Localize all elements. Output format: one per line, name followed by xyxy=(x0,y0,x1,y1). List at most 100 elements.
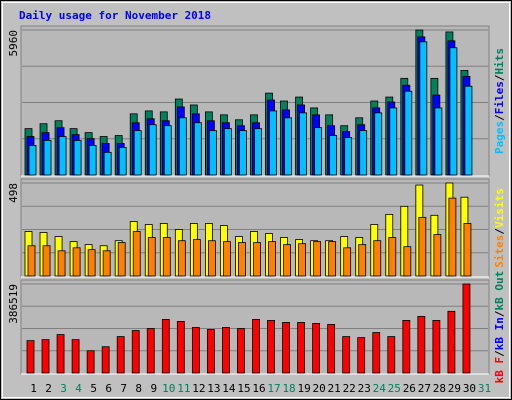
x-tick-label: 12 xyxy=(192,382,205,395)
bar xyxy=(222,327,230,374)
bar xyxy=(41,339,50,374)
legend: Sites/Visits xyxy=(493,188,506,268)
bar xyxy=(132,231,141,277)
x-tick-label: 13 xyxy=(207,382,220,395)
bar xyxy=(342,336,351,374)
bar xyxy=(447,310,456,374)
bar xyxy=(433,234,442,277)
y-tick-label: 386519 xyxy=(7,284,20,324)
bar xyxy=(299,112,307,176)
bar xyxy=(223,241,231,277)
legend-separator: / xyxy=(493,310,506,317)
bar xyxy=(27,245,36,277)
bar xyxy=(373,240,382,277)
legend-separator: / xyxy=(493,350,506,357)
bar xyxy=(328,241,337,277)
legend-separator: / xyxy=(493,228,506,235)
y-tick-label: 5960 xyxy=(7,30,20,57)
bar xyxy=(163,125,172,176)
bar xyxy=(314,127,323,176)
x-tick-label: 17 xyxy=(267,382,280,395)
bar xyxy=(269,110,277,176)
legend-separator: / xyxy=(493,74,506,81)
legend-entry: Hits xyxy=(493,48,506,75)
bar xyxy=(387,336,396,374)
x-tick-label: 23 xyxy=(358,382,371,395)
bar xyxy=(357,337,366,374)
bar xyxy=(207,240,216,277)
x-tick-label: 28 xyxy=(433,382,446,395)
bar xyxy=(72,247,81,277)
bar xyxy=(57,250,66,277)
bar xyxy=(462,283,471,374)
bar xyxy=(176,321,185,374)
x-tick-label: 21 xyxy=(328,382,341,395)
bar xyxy=(419,41,428,176)
x-tick-label: 16 xyxy=(252,382,265,395)
bar xyxy=(87,249,96,277)
legend-entry: kB F xyxy=(493,357,506,384)
bar xyxy=(404,90,413,176)
bar xyxy=(86,350,95,374)
bar xyxy=(464,85,473,176)
bar xyxy=(267,320,275,374)
legend-entry: Sites xyxy=(493,235,506,268)
x-tick-label: 20 xyxy=(313,382,326,395)
bar xyxy=(193,122,202,176)
bar xyxy=(118,146,127,176)
x-tick-label: 31 xyxy=(478,382,491,395)
bar xyxy=(42,245,51,277)
x-tick-label: 18 xyxy=(282,382,295,395)
bar xyxy=(358,244,367,277)
bar xyxy=(329,135,338,176)
bar xyxy=(101,346,110,374)
bar xyxy=(374,112,383,176)
bar xyxy=(131,330,140,374)
chart-title: Daily usage for November 2018 xyxy=(19,9,211,22)
legend: Pages/Files/Hits xyxy=(493,48,506,154)
bar xyxy=(297,322,305,374)
legend: kB F/kB In/kB Out xyxy=(493,271,506,384)
x-tick-label: 10 xyxy=(162,382,175,395)
bar xyxy=(224,128,232,176)
bar xyxy=(389,107,398,176)
bar xyxy=(403,246,412,277)
x-tick-label: 4 xyxy=(75,382,82,395)
y-tick-label: 498 xyxy=(7,183,20,203)
bar xyxy=(88,145,97,176)
bar xyxy=(206,329,215,374)
bar xyxy=(28,145,37,176)
bar xyxy=(147,237,156,277)
bar xyxy=(298,243,306,277)
bar xyxy=(402,320,411,374)
bar xyxy=(148,124,157,176)
x-tick-label: 22 xyxy=(343,382,356,395)
bar xyxy=(253,242,261,277)
bar xyxy=(238,242,246,277)
legend-entry: kB Out xyxy=(493,271,506,311)
x-tick-label: 6 xyxy=(105,382,112,395)
bar xyxy=(56,334,65,374)
bar xyxy=(312,323,321,374)
bar xyxy=(191,327,200,374)
x-tick-label: 7 xyxy=(120,382,127,395)
bar xyxy=(192,239,201,277)
bar xyxy=(417,315,426,374)
x-tick-label: 26 xyxy=(403,382,416,395)
bar xyxy=(432,320,441,374)
bar xyxy=(343,247,352,277)
bar xyxy=(26,340,35,374)
legend-entry: kB In xyxy=(493,317,506,350)
bar xyxy=(252,319,260,374)
bar xyxy=(283,244,291,277)
x-tick-label: 5 xyxy=(90,382,97,395)
bar xyxy=(388,237,397,277)
x-tick-label: 9 xyxy=(150,382,157,395)
legend-entry: Pages xyxy=(493,121,506,154)
bar xyxy=(177,240,186,277)
x-tick-label: 24 xyxy=(373,382,387,395)
bar xyxy=(237,328,245,374)
x-tick-label: 8 xyxy=(135,382,142,395)
bar xyxy=(359,130,368,176)
bar xyxy=(418,216,427,277)
